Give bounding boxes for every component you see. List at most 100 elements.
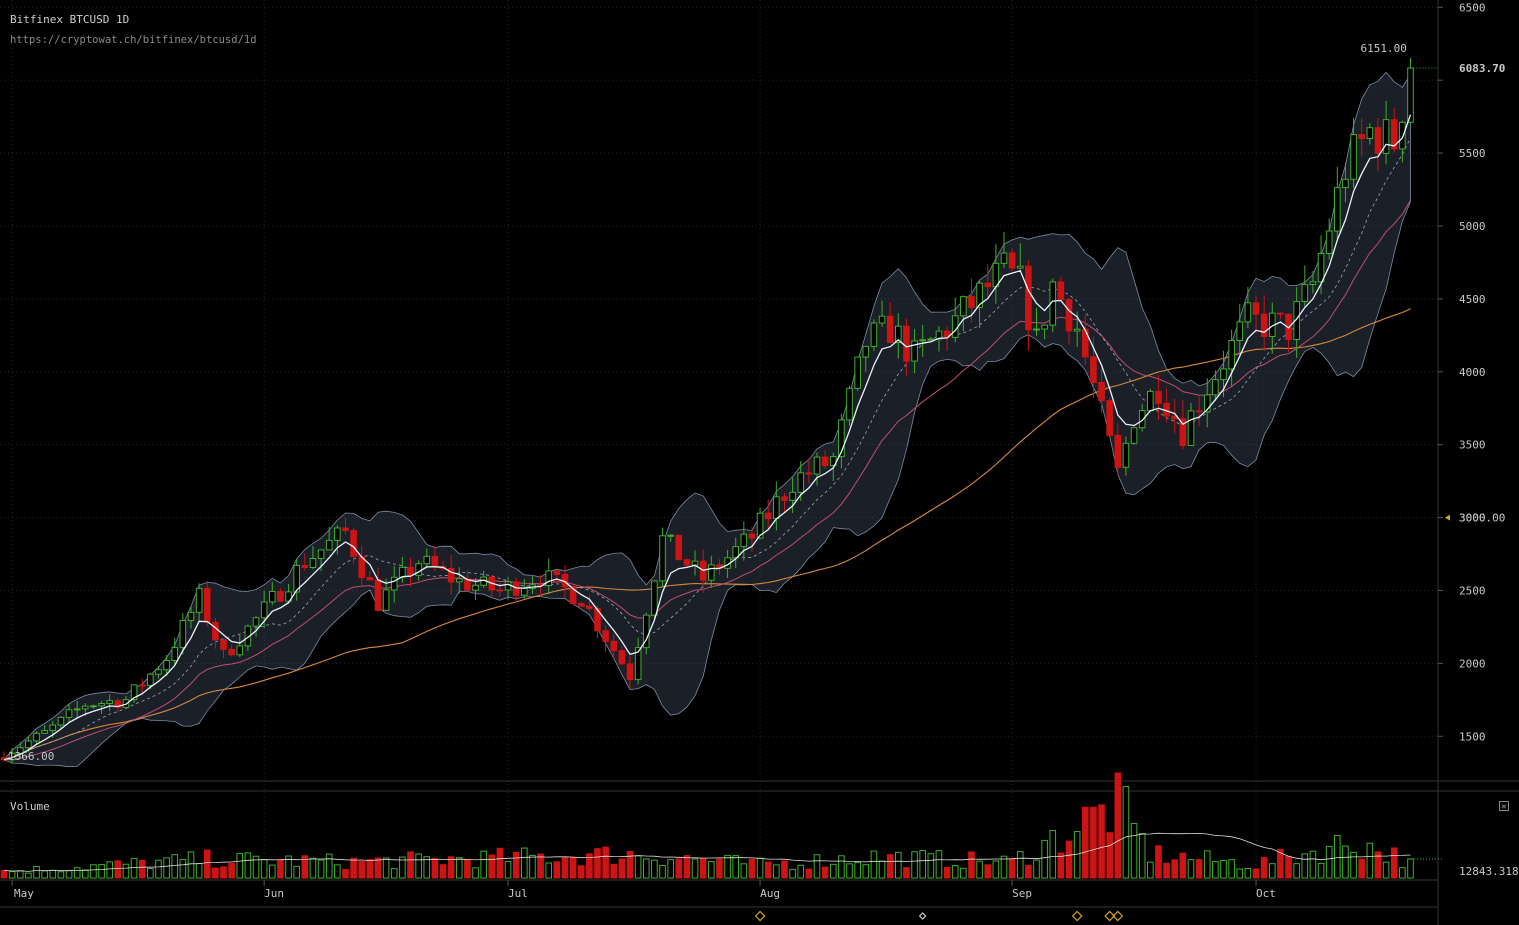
candle-body xyxy=(455,578,463,583)
event-diamond-icon xyxy=(1071,910,1083,922)
x-tick-label: May xyxy=(14,887,34,900)
volume-bar xyxy=(1130,823,1138,879)
volume-bar xyxy=(447,856,455,879)
candle xyxy=(594,606,601,639)
volume-bar xyxy=(1025,864,1032,879)
candle-body xyxy=(423,555,431,565)
candle-body xyxy=(951,315,959,338)
candle xyxy=(1138,404,1146,432)
candle xyxy=(1025,259,1032,351)
candle xyxy=(1195,396,1203,427)
candle-body xyxy=(813,456,821,475)
last-price-label: 6083.70 xyxy=(1459,62,1505,75)
candle xyxy=(382,578,390,611)
x-tick-label: Jun xyxy=(264,887,284,900)
volume-average-line xyxy=(3,832,1411,872)
candle-body xyxy=(1220,368,1227,381)
volume-bar xyxy=(1325,845,1333,879)
candle xyxy=(1260,295,1268,351)
volume-bar xyxy=(114,860,122,879)
volume-bar xyxy=(480,850,487,879)
volume-bar xyxy=(455,857,463,879)
candle-body xyxy=(57,716,65,726)
candle xyxy=(301,553,309,571)
volume-bar xyxy=(553,861,561,879)
volume-bar xyxy=(1285,855,1292,879)
volume-bar xyxy=(1122,786,1130,879)
volume-bar xyxy=(545,862,553,879)
candle-body xyxy=(1350,133,1357,180)
volume-bar xyxy=(935,850,943,879)
candle xyxy=(1301,265,1309,307)
candle-body xyxy=(521,587,528,596)
candle xyxy=(659,527,666,588)
candle-body xyxy=(545,570,553,587)
chart-url[interactable]: https://cryptowat.ch/bitfinex/btcusd/1d xyxy=(10,34,257,46)
candle-body xyxy=(212,621,219,641)
candle xyxy=(846,386,853,426)
volume-bar xyxy=(301,855,309,879)
candle-body xyxy=(667,534,674,537)
volume-bar xyxy=(399,856,406,879)
volume-bar xyxy=(1212,860,1219,879)
volume-bar xyxy=(82,869,89,879)
volume-bar xyxy=(1049,829,1057,879)
y-tick-label: 2000 xyxy=(1459,657,1486,670)
candle-body xyxy=(82,705,89,710)
candle-body xyxy=(1228,339,1235,370)
y-tick-label: 4000 xyxy=(1459,366,1486,379)
candle xyxy=(919,324,926,357)
candle xyxy=(1252,295,1260,334)
volume-bar xyxy=(122,863,130,879)
candle-body xyxy=(171,647,179,662)
candle xyxy=(781,493,788,514)
volume-bar xyxy=(1179,852,1187,879)
volume-bar xyxy=(634,855,642,879)
candle-body xyxy=(1252,302,1260,315)
candle xyxy=(813,452,821,486)
candle-body xyxy=(236,645,244,656)
candle xyxy=(285,584,292,605)
candle xyxy=(277,588,284,603)
candle xyxy=(179,613,187,655)
candle-body xyxy=(366,577,374,581)
volume-bar xyxy=(1138,833,1146,879)
candle xyxy=(155,666,162,679)
y-tick-label: 5000 xyxy=(1459,220,1486,233)
candle-body xyxy=(187,611,195,622)
volume-bar xyxy=(781,860,788,879)
candle-body xyxy=(1293,300,1300,340)
candle-body xyxy=(577,602,585,607)
candle xyxy=(602,625,609,653)
candle xyxy=(634,637,642,685)
candle xyxy=(1122,436,1130,476)
volume-bar xyxy=(1203,850,1211,879)
volume-bar xyxy=(106,861,113,879)
candle-body xyxy=(16,747,24,754)
candle-body xyxy=(919,339,926,342)
candle-body xyxy=(1147,390,1154,412)
y-tick-label: 3500 xyxy=(1459,439,1486,452)
volume-bar xyxy=(260,859,268,879)
candle-body xyxy=(797,472,805,493)
candle xyxy=(683,558,691,569)
candle-body xyxy=(895,325,902,343)
volume-bar xyxy=(610,863,618,879)
volume-bar xyxy=(25,872,32,879)
candle-body xyxy=(138,684,146,687)
volume-bar xyxy=(569,856,577,879)
candle xyxy=(41,725,48,734)
volume-bar xyxy=(878,860,886,879)
candle-body xyxy=(927,338,935,341)
volume-bar xyxy=(870,850,878,879)
candle xyxy=(1000,231,1008,268)
volume-bar xyxy=(699,858,707,879)
candle-body xyxy=(878,315,886,324)
volume-bar xyxy=(1155,845,1162,879)
event-diamond-icon xyxy=(918,912,927,920)
volume-bar xyxy=(561,856,569,879)
candle xyxy=(212,617,219,649)
candle-body xyxy=(334,527,341,541)
close-icon[interactable]: ✕ xyxy=(1499,801,1509,812)
